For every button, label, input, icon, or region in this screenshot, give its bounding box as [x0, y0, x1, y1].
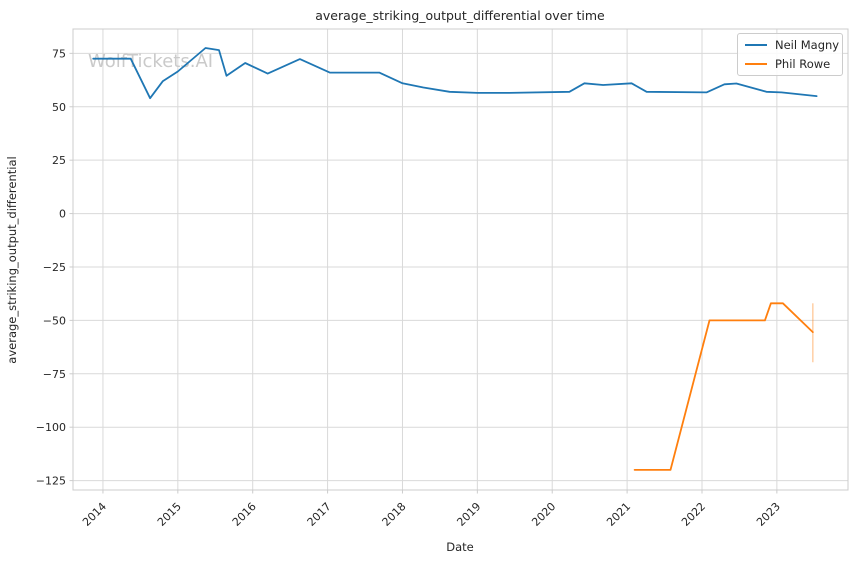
- y-tick-label: 75: [52, 47, 66, 60]
- series-line-phil-rowe: [633, 302, 814, 471]
- y-tick-label: −75: [43, 368, 66, 381]
- y-tick-label: −100: [36, 421, 66, 434]
- grid-layer: [69, 28, 849, 494]
- legend: Neil Magny Phil Rowe: [737, 33, 843, 76]
- series-line-neil-magny: [92, 47, 818, 100]
- chart-title: average_striking_output_differential ove…: [315, 8, 605, 23]
- watermark: WolfTickets.AI: [88, 51, 213, 72]
- y-tick-label: −125: [36, 475, 66, 488]
- x-axis-label: Date: [446, 540, 474, 554]
- legend-label: Neil Magny: [775, 38, 840, 53]
- legend-line-swatch-orange: [745, 62, 767, 65]
- y-tick-label: −25: [43, 261, 66, 274]
- legend-line-swatch-blue: [745, 44, 767, 47]
- y-tick-label: −50: [43, 314, 66, 327]
- legend-item-neil-magny: Neil Magny: [745, 36, 839, 55]
- y-tick-label: 25: [52, 154, 66, 167]
- legend-item-phil-rowe: Phil Rowe: [745, 55, 835, 74]
- y-tick-label: 50: [52, 101, 66, 114]
- data-layer: [92, 47, 818, 471]
- plot-border: [72, 28, 849, 491]
- y-tick-label: 0: [59, 208, 66, 221]
- legend-label: Phil Rowe: [775, 56, 831, 71]
- y-axis-label: average_striking_output_differential: [5, 156, 19, 363]
